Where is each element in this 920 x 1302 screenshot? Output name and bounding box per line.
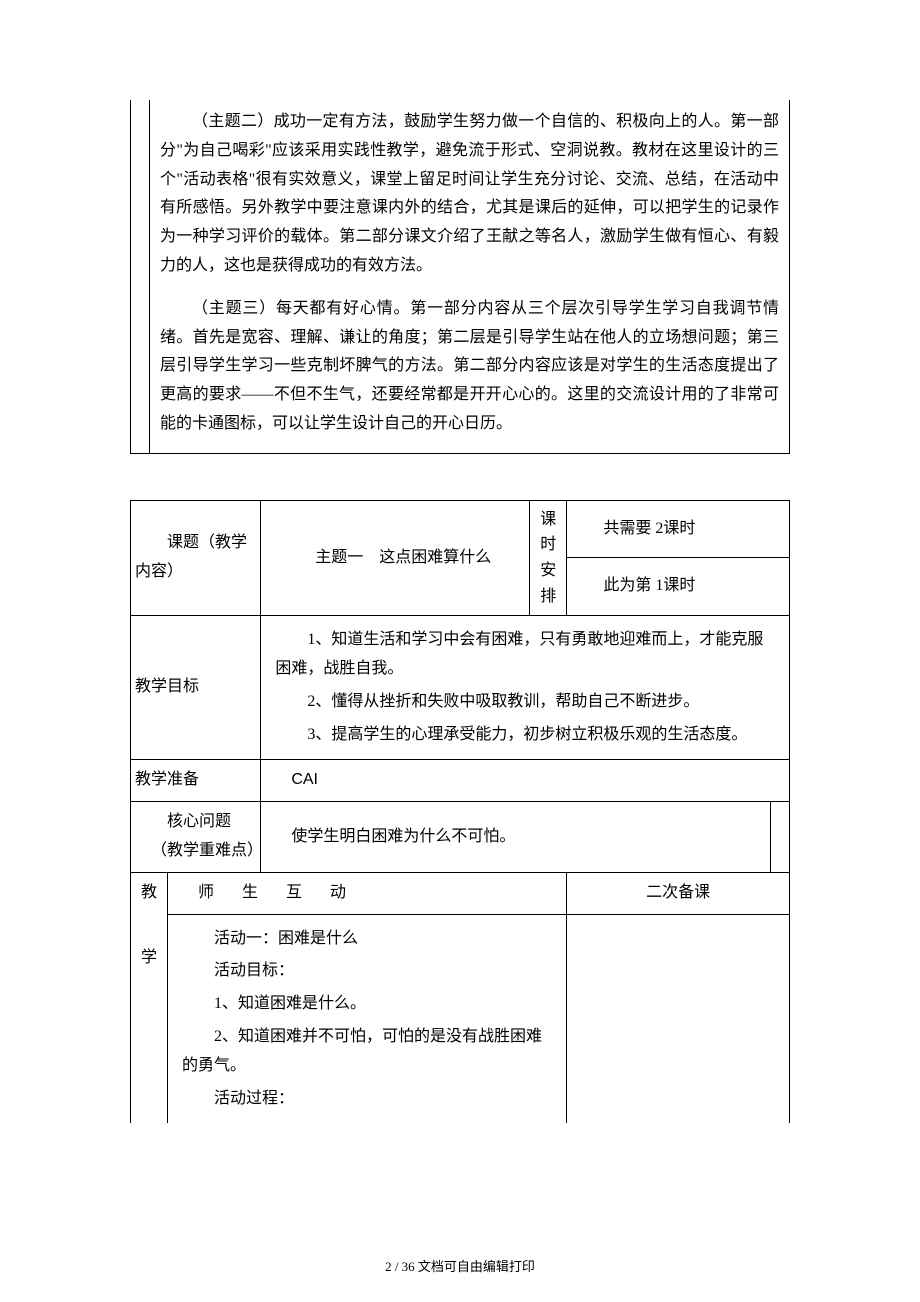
top-table-content-cell: （主题二）成功一定有方法，鼓励学生努力做一个自信的、积极向上的人。第一部分"为自… (150, 100, 790, 453)
process-header-col2: 二次备课 (567, 872, 790, 914)
process-header-col1: 师 生 互 动 (168, 872, 567, 914)
activity-title: 活动一：困难是什么 (182, 925, 556, 954)
teaching-prep-value: CAI (261, 760, 790, 802)
goal-item-3: 3、提高学生的心理承受能力，初步树立积极乐观的生活态度。 (275, 721, 779, 750)
table-spacing (130, 454, 790, 500)
schedule-label: 课时安排 (530, 500, 567, 615)
topic-two-paragraph: （主题二）成功一定有方法，鼓励学生努力做一个自信的、积极向上的人。第一部分"为自… (160, 108, 779, 281)
page-footer: 2 / 36 文档可自由编辑打印 (0, 1255, 920, 1278)
top-table-left-empty (131, 100, 150, 453)
lesson-title: 主题一 这点困难算什么 (261, 500, 530, 615)
activity-process-label: 活动过程： (182, 1085, 556, 1114)
activity-goal-1: 1、知道困难是什么。 (182, 990, 556, 1019)
core-right-empty (771, 802, 790, 873)
teaching-goals-content: 1、知道生活和学习中会有困难，只有勇敢地迎难而上，才能克服困难，战胜自我。 2、… (261, 616, 790, 760)
core-question-value: 使学生明白困难为什么不可怕。 (261, 802, 771, 873)
schedule-current: 此为第 1课时 (567, 558, 790, 616)
teaching-goals-label: 教学目标 (131, 616, 261, 760)
core-label-line1: 核心问题 (135, 808, 256, 837)
lesson-plan-table: 课题（教学内容） 主题一 这点困难算什么 课时安排 共需要 2课时 此为第 1课… (130, 500, 790, 1124)
topic-three-paragraph: （主题三）每天都有好心情。第一部分内容从三个层次引导学生学习自我调节情绪。首先是… (160, 295, 779, 439)
goal-item-1: 1、知道生活和学习中会有困难，只有勇敢地迎难而上，才能克服困难，战胜自我。 (275, 626, 779, 684)
schedule-total: 共需要 2课时 (567, 500, 790, 558)
top-continuation-table: （主题二）成功一定有方法，鼓励学生努力做一个自信的、积极向上的人。第一部分"为自… (130, 100, 790, 454)
activity-goal-2: 2、知道困难并不可怕，可怕的是没有战胜困难的勇气。 (182, 1023, 556, 1081)
schedule-label-text: 课时安排 (540, 511, 556, 605)
document-page: （主题二）成功一定有方法，鼓励学生努力做一个自信的、积极向上的人。第一部分"为自… (0, 0, 920, 1302)
activity-goal-label: 活动目标： (182, 957, 556, 986)
process-body: 活动一：困难是什么 活动目标： 1、知道困难是什么。 2、知道困难并不可怕，可怕… (168, 914, 567, 1123)
process-left-label-2: 学 (131, 914, 168, 1123)
core-question-label: 核心问题 （教学重难点） (131, 802, 261, 873)
lesson-topic-label: 课题（教学内容） (131, 500, 261, 615)
process-left-label-1: 教 (131, 872, 168, 914)
goal-item-2: 2、懂得从挫折和失败中吸取教训，帮助自己不断进步。 (275, 688, 779, 717)
teaching-prep-label: 教学准备 (131, 760, 261, 802)
second-prep-empty (567, 914, 790, 1123)
core-label-line2: （教学重难点） (135, 837, 256, 866)
